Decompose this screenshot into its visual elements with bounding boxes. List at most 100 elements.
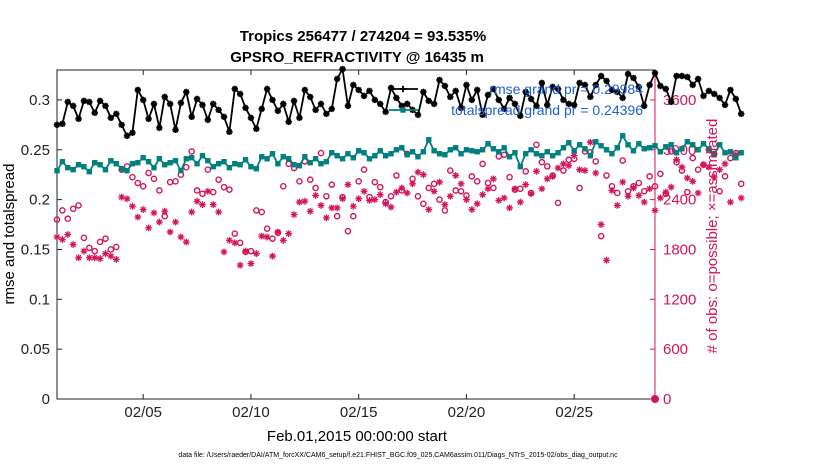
star-stroke <box>91 109 98 116</box>
star-stroke <box>684 74 691 80</box>
spread-point <box>727 149 734 155</box>
asterisk-stroke <box>108 253 114 259</box>
spread-point <box>426 137 432 143</box>
asterisk-stroke <box>113 256 120 263</box>
obs-assimilated-point <box>112 256 120 263</box>
asterisk-stroke <box>442 201 448 208</box>
spread-point <box>237 162 243 168</box>
star-stroke <box>280 100 287 107</box>
rmse-point <box>694 75 702 83</box>
obs-possible-point <box>500 151 508 159</box>
asterisk-stroke <box>576 166 583 173</box>
spread-point <box>452 145 459 151</box>
spread-point <box>97 162 103 168</box>
rmse-point <box>646 81 653 89</box>
star-stroke <box>517 112 524 119</box>
spread-point <box>92 160 98 166</box>
spread-point <box>108 158 114 164</box>
spread-point <box>124 167 130 174</box>
rmse-point <box>145 115 152 123</box>
spread-point <box>334 153 340 159</box>
rmse-point <box>420 88 427 96</box>
obs-possible-point <box>533 141 540 149</box>
asterisk-stroke <box>635 192 642 199</box>
asterisk-stroke <box>544 175 551 182</box>
asterisk-stroke <box>716 166 723 173</box>
rmse-point <box>377 100 384 108</box>
rmse-point <box>96 97 104 105</box>
obs-possible-point <box>193 187 201 194</box>
spread-point <box>646 145 653 151</box>
spread-point <box>232 161 238 167</box>
obs-assimilated-point <box>468 206 476 213</box>
rmse-point <box>344 102 352 110</box>
asterisk-stroke <box>296 199 303 205</box>
obs-possible-point <box>716 187 723 195</box>
spread-point <box>695 147 701 153</box>
rmse-point <box>177 99 185 107</box>
asterisk-stroke <box>549 173 556 180</box>
spread-point <box>544 149 550 155</box>
asterisk-stroke <box>134 214 141 220</box>
asterisk-stroke <box>328 205 335 211</box>
star-stroke <box>344 102 351 109</box>
x-tick-label: 02/20 <box>448 404 486 421</box>
obs-assimilated-point <box>689 177 697 185</box>
rmse-point <box>587 93 594 101</box>
asterisk-stroke <box>684 175 691 181</box>
obs-assimilated-point <box>651 207 659 214</box>
star-stroke <box>431 100 438 107</box>
star-stroke <box>646 82 653 88</box>
obs-possible-point <box>667 148 675 155</box>
obs-possible-point <box>657 170 664 178</box>
rmse-point <box>463 81 470 89</box>
spread-point <box>463 147 470 153</box>
rmse-point <box>635 83 643 91</box>
asterisk-stroke <box>679 164 685 171</box>
rmse-point <box>436 76 443 84</box>
rmse-point <box>253 125 260 133</box>
rmse-point <box>570 101 578 109</box>
asterisk-stroke <box>415 169 421 176</box>
obs-possible-point <box>129 173 136 181</box>
asterisk-stroke <box>609 187 615 194</box>
y-axis-left-label: rmse and totalspread <box>1 164 18 305</box>
obs-assimilated-point <box>419 171 427 179</box>
legend-spread-sample <box>389 107 418 113</box>
star-stroke <box>592 82 599 88</box>
rmse-point <box>323 110 330 118</box>
rmse-point <box>641 102 648 110</box>
star-stroke <box>113 110 120 117</box>
asterisk-stroke <box>695 190 701 196</box>
rmse-point <box>452 87 459 95</box>
obs-possible-point <box>350 212 357 220</box>
obs-assimilated-point <box>145 224 152 232</box>
spread-point <box>377 148 383 154</box>
obs-possible-point <box>479 160 486 168</box>
star-stroke <box>172 126 179 133</box>
spread-point <box>372 153 378 159</box>
asterisk-stroke <box>512 185 518 192</box>
asterisk-stroke <box>258 233 265 240</box>
rmse-point <box>603 77 610 85</box>
spread-point <box>673 150 680 156</box>
asterisk-stroke <box>350 203 357 210</box>
star-stroke <box>70 102 77 109</box>
obs-assimilated-point <box>215 208 223 216</box>
star-stroke <box>415 111 421 118</box>
obs-assimilated-point <box>560 160 567 168</box>
spread-point <box>355 148 362 154</box>
star-stroke <box>188 113 195 120</box>
spread-point <box>609 151 615 157</box>
obs-assimilated-point <box>252 250 260 258</box>
x-tick-label: 02/05 <box>124 404 162 421</box>
star-stroke <box>635 84 642 90</box>
star-stroke <box>652 70 658 76</box>
y-right-tick-label: 2400 <box>663 192 696 209</box>
rmse-point <box>166 100 174 108</box>
obs-assimilated-point <box>716 166 724 174</box>
spread-point <box>684 139 691 145</box>
spread-point <box>549 153 556 159</box>
star-stroke <box>97 97 104 104</box>
obs-possible-point <box>490 184 497 192</box>
